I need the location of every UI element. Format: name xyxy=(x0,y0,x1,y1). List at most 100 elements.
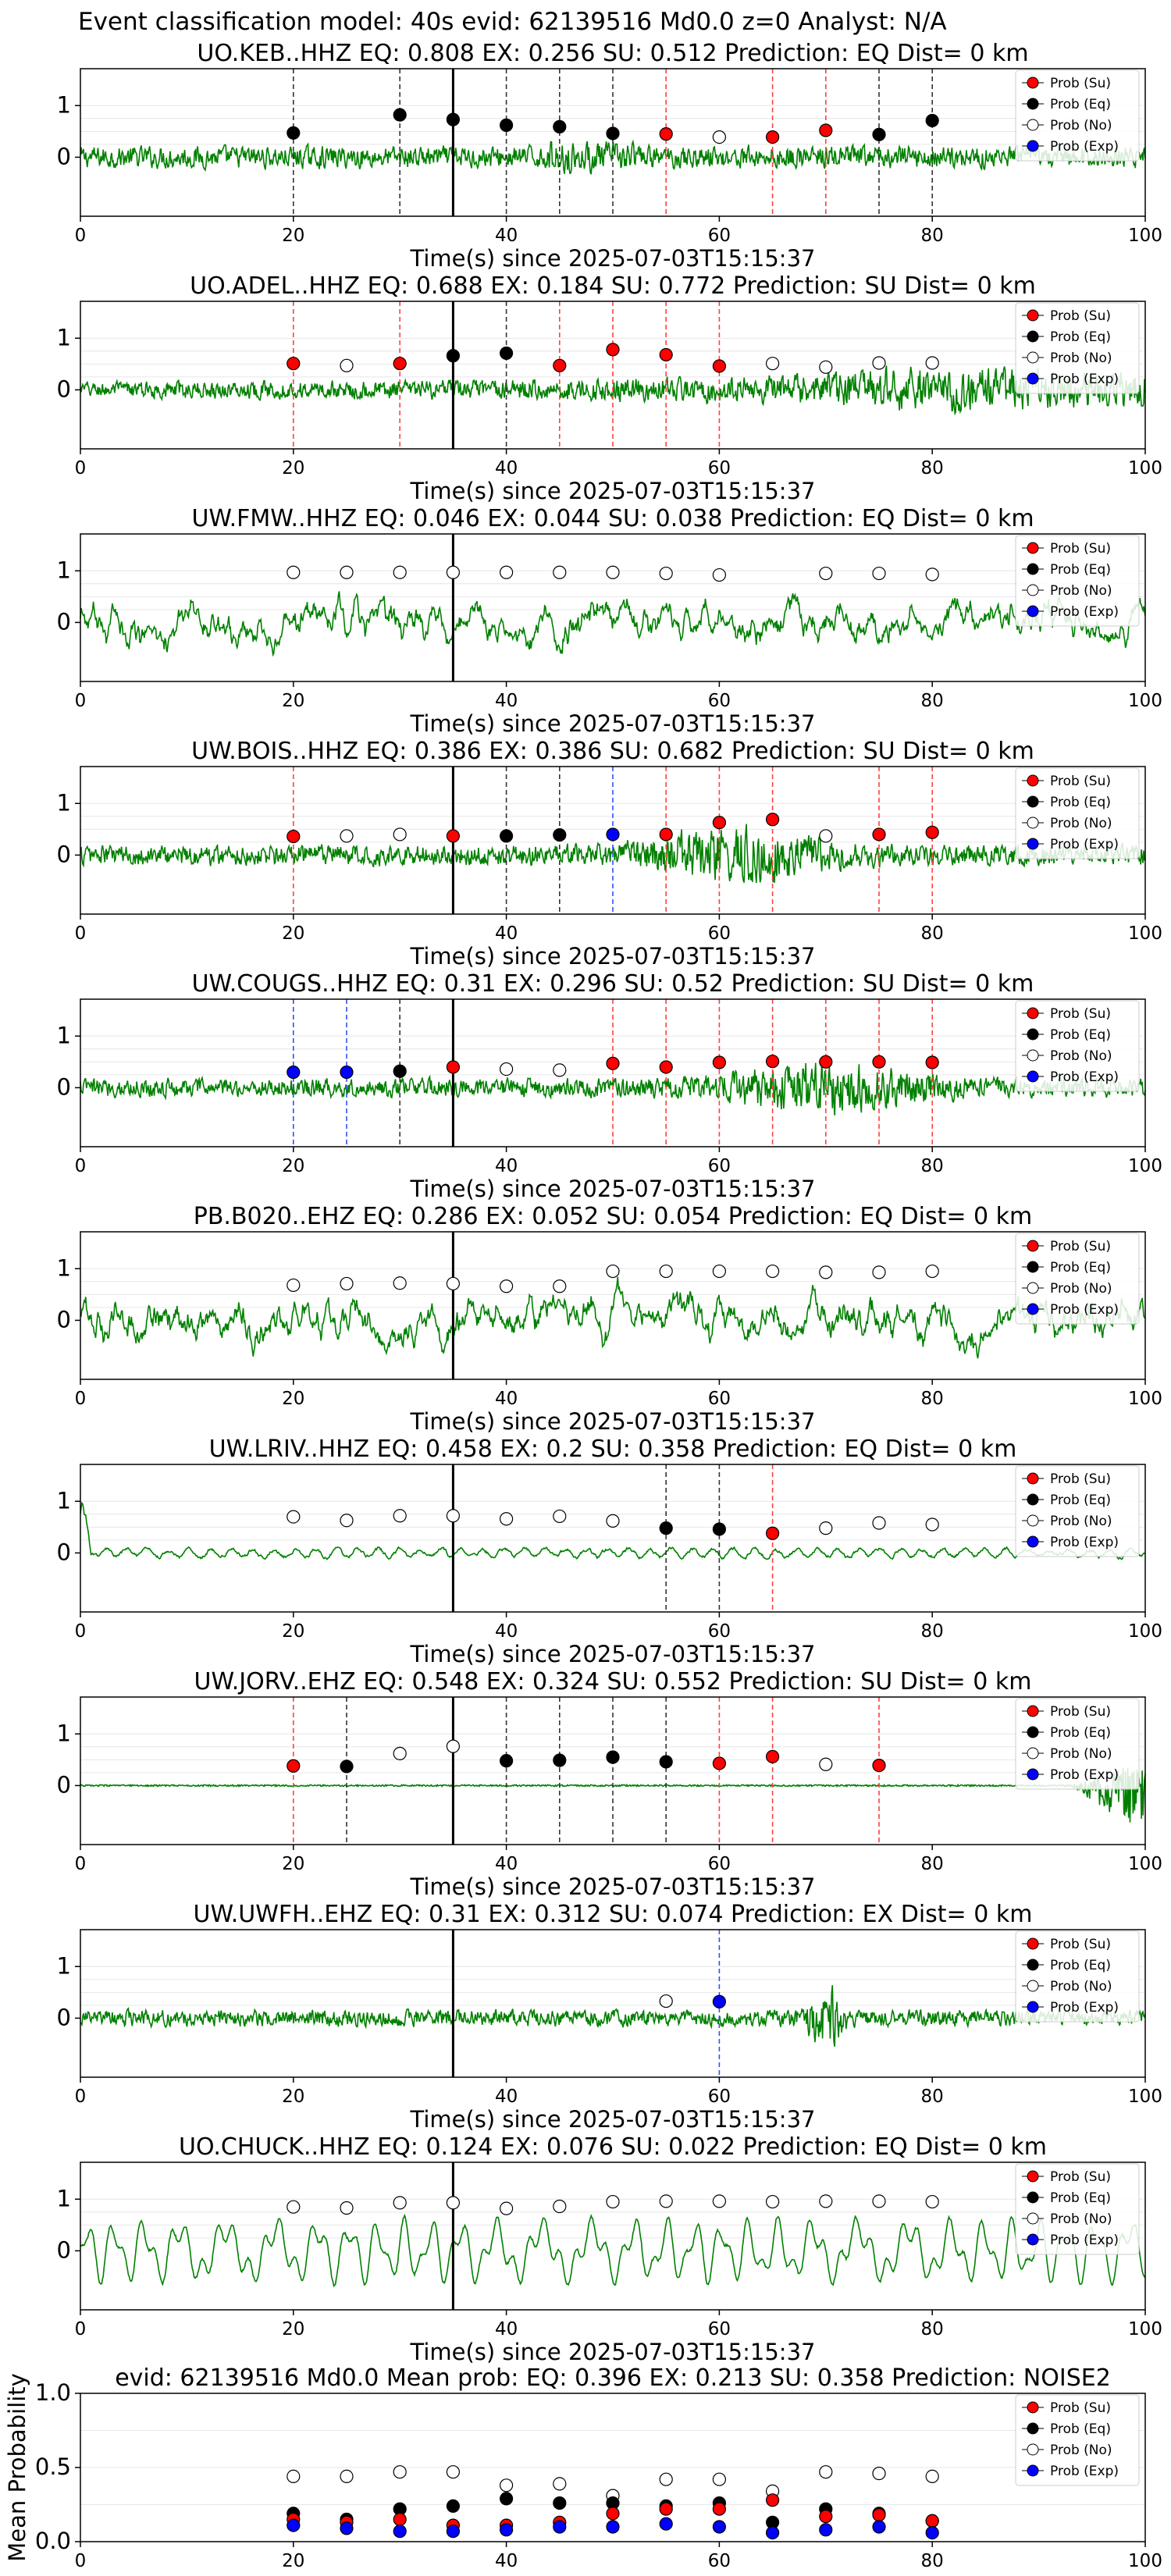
prob-marker-no xyxy=(287,2469,301,2483)
x-tick-label: 100 xyxy=(1128,1389,1162,1409)
prob-marker-eq xyxy=(499,829,514,843)
legend-label: Prob (Su) xyxy=(1050,1006,1111,1022)
prob-marker-exp xyxy=(819,2523,833,2537)
prob-marker-no xyxy=(872,1265,886,1279)
legend-box xyxy=(1015,2394,1140,2486)
legend-marker-no xyxy=(1027,1747,1039,1759)
prob-marker-no xyxy=(393,1746,407,1760)
x-tick-label: 100 xyxy=(1128,2551,1162,2571)
x-tick-label: 60 xyxy=(708,2551,731,2571)
y-tick-label: 1 xyxy=(57,1720,71,1746)
panel-title: UW.LRIV..HHZ EQ: 0.458 EX: 0.2 SU: 0.358… xyxy=(209,1436,1017,1463)
legend-label: Prob (Eq) xyxy=(1050,2421,1111,2437)
legend-label: Prob (No) xyxy=(1050,2211,1112,2227)
prob-marker-exp xyxy=(499,2523,514,2537)
legend-marker-su xyxy=(1027,2401,1039,2414)
prob-marker-eq xyxy=(606,1750,620,1764)
prob-marker-no xyxy=(819,1521,833,1535)
prob-marker-eq xyxy=(925,113,939,128)
prob-marker-no xyxy=(606,1264,620,1279)
x-tick-label: 100 xyxy=(1128,2087,1162,2107)
prob-marker-su xyxy=(712,2502,727,2516)
legend-marker-exp xyxy=(1027,140,1039,152)
legend-label: Prob (No) xyxy=(1050,1746,1112,1762)
prob-marker-eq xyxy=(340,1759,354,1774)
prob-marker-su xyxy=(287,829,301,844)
prob-marker-no xyxy=(925,1264,939,1279)
x-tick-label: 60 xyxy=(708,458,731,479)
prob-marker-eq xyxy=(553,2496,567,2510)
y-tick-label: 0 xyxy=(57,1073,71,1100)
legend-box xyxy=(1015,69,1140,162)
y-tick-label: 1 xyxy=(57,557,71,583)
legend-marker-exp xyxy=(1027,1768,1039,1781)
legend-marker-exp xyxy=(1027,2001,1039,2013)
waveform-trace xyxy=(80,1276,1146,1359)
legend-marker-no xyxy=(1027,1282,1039,1294)
prob-marker-su xyxy=(393,2512,407,2527)
prob-marker-no xyxy=(446,2465,461,2479)
prob-marker-su xyxy=(287,357,301,371)
legend-label: Prob (Su) xyxy=(1050,774,1111,789)
prob-marker-exp xyxy=(393,2524,407,2539)
prob-marker-no xyxy=(340,829,354,843)
prob-marker-no xyxy=(819,2194,833,2208)
x-tick-label: 0 xyxy=(75,923,87,944)
x-axis-label: Time(s) since 2025-07-03T15:15:37 xyxy=(410,1176,816,1202)
y-tick-label: 1 xyxy=(57,1487,71,1514)
legend-marker-eq xyxy=(1027,2422,1039,2435)
prob-marker-exp xyxy=(446,2524,461,2539)
x-tick-label: 40 xyxy=(495,2087,518,2107)
prob-marker-su xyxy=(393,357,407,371)
prob-marker-su xyxy=(712,1756,727,1770)
prob-marker-eq xyxy=(606,126,620,141)
panel-title: UO.CHUCK..HHZ EQ: 0.124 EX: 0.076 SU: 0.… xyxy=(179,2133,1047,2161)
figure-suptitle: Event classification model: 40s evid: 62… xyxy=(78,8,947,36)
y-tick-label: 1 xyxy=(57,1952,71,1979)
x-tick-label: 80 xyxy=(921,2319,944,2339)
prob-marker-no xyxy=(393,565,407,579)
station-panel: UO.KEB..HHZ EQ: 0.808 EX: 0.256 SU: 0.51… xyxy=(57,40,1162,272)
legend-marker-exp xyxy=(1027,2464,1039,2477)
prob-marker-exp xyxy=(340,1065,354,1080)
x-tick-label: 20 xyxy=(282,1621,304,1642)
panel-title: UW.BOIS..HHZ EQ: 0.386 EX: 0.386 SU: 0.6… xyxy=(191,738,1034,765)
y-tick-label: 0 xyxy=(57,375,71,402)
prob-marker-su xyxy=(659,827,673,841)
waveform-trace xyxy=(80,139,1146,175)
x-tick-label: 0 xyxy=(75,1156,87,1176)
prob-marker-eq xyxy=(712,1522,727,1536)
panel-title: UO.ADEL..HHZ EQ: 0.688 EX: 0.184 SU: 0.7… xyxy=(190,272,1036,300)
legend-marker-eq xyxy=(1027,1261,1039,1273)
x-tick-label: 100 xyxy=(1128,1854,1162,1874)
legend-marker-no xyxy=(1027,584,1039,596)
prob-marker-su xyxy=(765,1526,780,1540)
legend-marker-eq xyxy=(1027,1726,1039,1738)
prob-marker-no xyxy=(765,2194,780,2209)
legend-box xyxy=(1015,1233,1140,1325)
prob-marker-exp xyxy=(659,2517,673,2531)
x-tick-label: 80 xyxy=(921,458,944,479)
axes-frame xyxy=(80,2161,1146,2311)
prob-marker-eq xyxy=(499,118,514,132)
y-tick-label: 0 xyxy=(57,1771,71,1798)
legend-label: Prob (Su) xyxy=(1050,308,1111,324)
prob-marker-eq xyxy=(499,1754,514,1768)
legend-label: Prob (Exp) xyxy=(1050,1767,1119,1783)
prob-marker-su xyxy=(765,813,780,827)
panel-title: UW.JORV..EHZ EQ: 0.548 EX: 0.324 SU: 0.5… xyxy=(194,1668,1032,1695)
prob-marker-eq xyxy=(659,1755,673,1769)
prob-marker-su xyxy=(765,130,780,144)
x-tick-label: 40 xyxy=(495,1156,518,1176)
prob-marker-no xyxy=(659,566,673,581)
legend-label: Prob (Su) xyxy=(1050,76,1111,91)
x-tick-label: 60 xyxy=(708,691,731,711)
legend-box xyxy=(1015,535,1140,627)
prob-marker-no xyxy=(287,1510,301,1524)
legend-marker-no xyxy=(1027,1049,1039,1062)
prob-marker-no xyxy=(340,1276,354,1291)
prob-marker-su xyxy=(659,1060,673,1074)
prob-marker-eq xyxy=(499,2492,514,2506)
prob-marker-su xyxy=(872,1055,886,1069)
x-tick-label: 60 xyxy=(708,2087,731,2107)
